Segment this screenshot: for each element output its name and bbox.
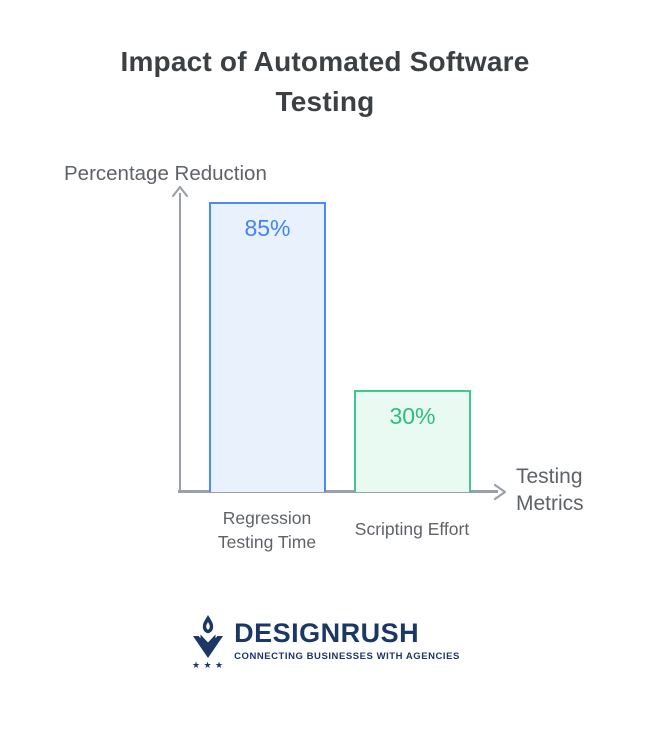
- y-axis-line: [179, 193, 181, 492]
- chart-title-line2: Testing: [275, 86, 375, 117]
- bar-value-label: 30%: [389, 403, 436, 429]
- y-axis-arrow-icon: [171, 185, 189, 198]
- category-label-regression-testing-time: Regression Testing Time: [217, 508, 317, 552]
- x-axis-line: [178, 490, 498, 493]
- x-axis-title: Testing Metrics: [516, 463, 584, 517]
- bar-value-label: 85%: [244, 215, 291, 241]
- logo-tagline-text: CONNECTING BUSINESSES WITH AGENCIES: [234, 651, 460, 662]
- x-axis-arrow-icon: [493, 483, 507, 501]
- logo-brand-text: DESIGNRUSH: [234, 618, 420, 648]
- designrush-logo: ★ ★ ★ DESIGNRUSH CONNECTING BUSINESSES W…: [0, 610, 650, 670]
- svg-text:★: ★: [215, 661, 223, 670]
- category-label-scripting-effort: Scripting Effort: [354, 519, 470, 539]
- x-axis-title-line2: Metrics: [516, 492, 584, 515]
- torch-flame-v-stars-icon: ★ ★ ★: [192, 615, 223, 670]
- bar-regression-testing-time: 85%: [209, 202, 326, 492]
- logo-text-block: DESIGNRUSH CONNECTING BUSINESSES WITH AG…: [234, 610, 460, 662]
- svg-text:★: ★: [192, 661, 200, 670]
- svg-text:★: ★: [204, 661, 212, 670]
- y-axis-title: Percentage Reduction: [64, 162, 267, 185]
- chart-title-line1: Impact of Automated Software: [120, 46, 530, 77]
- chart-title: Impact of Automated Software Testing: [0, 42, 650, 122]
- x-axis-title-line1: Testing: [516, 465, 583, 488]
- bar-scripting-effort: 30%: [354, 390, 471, 492]
